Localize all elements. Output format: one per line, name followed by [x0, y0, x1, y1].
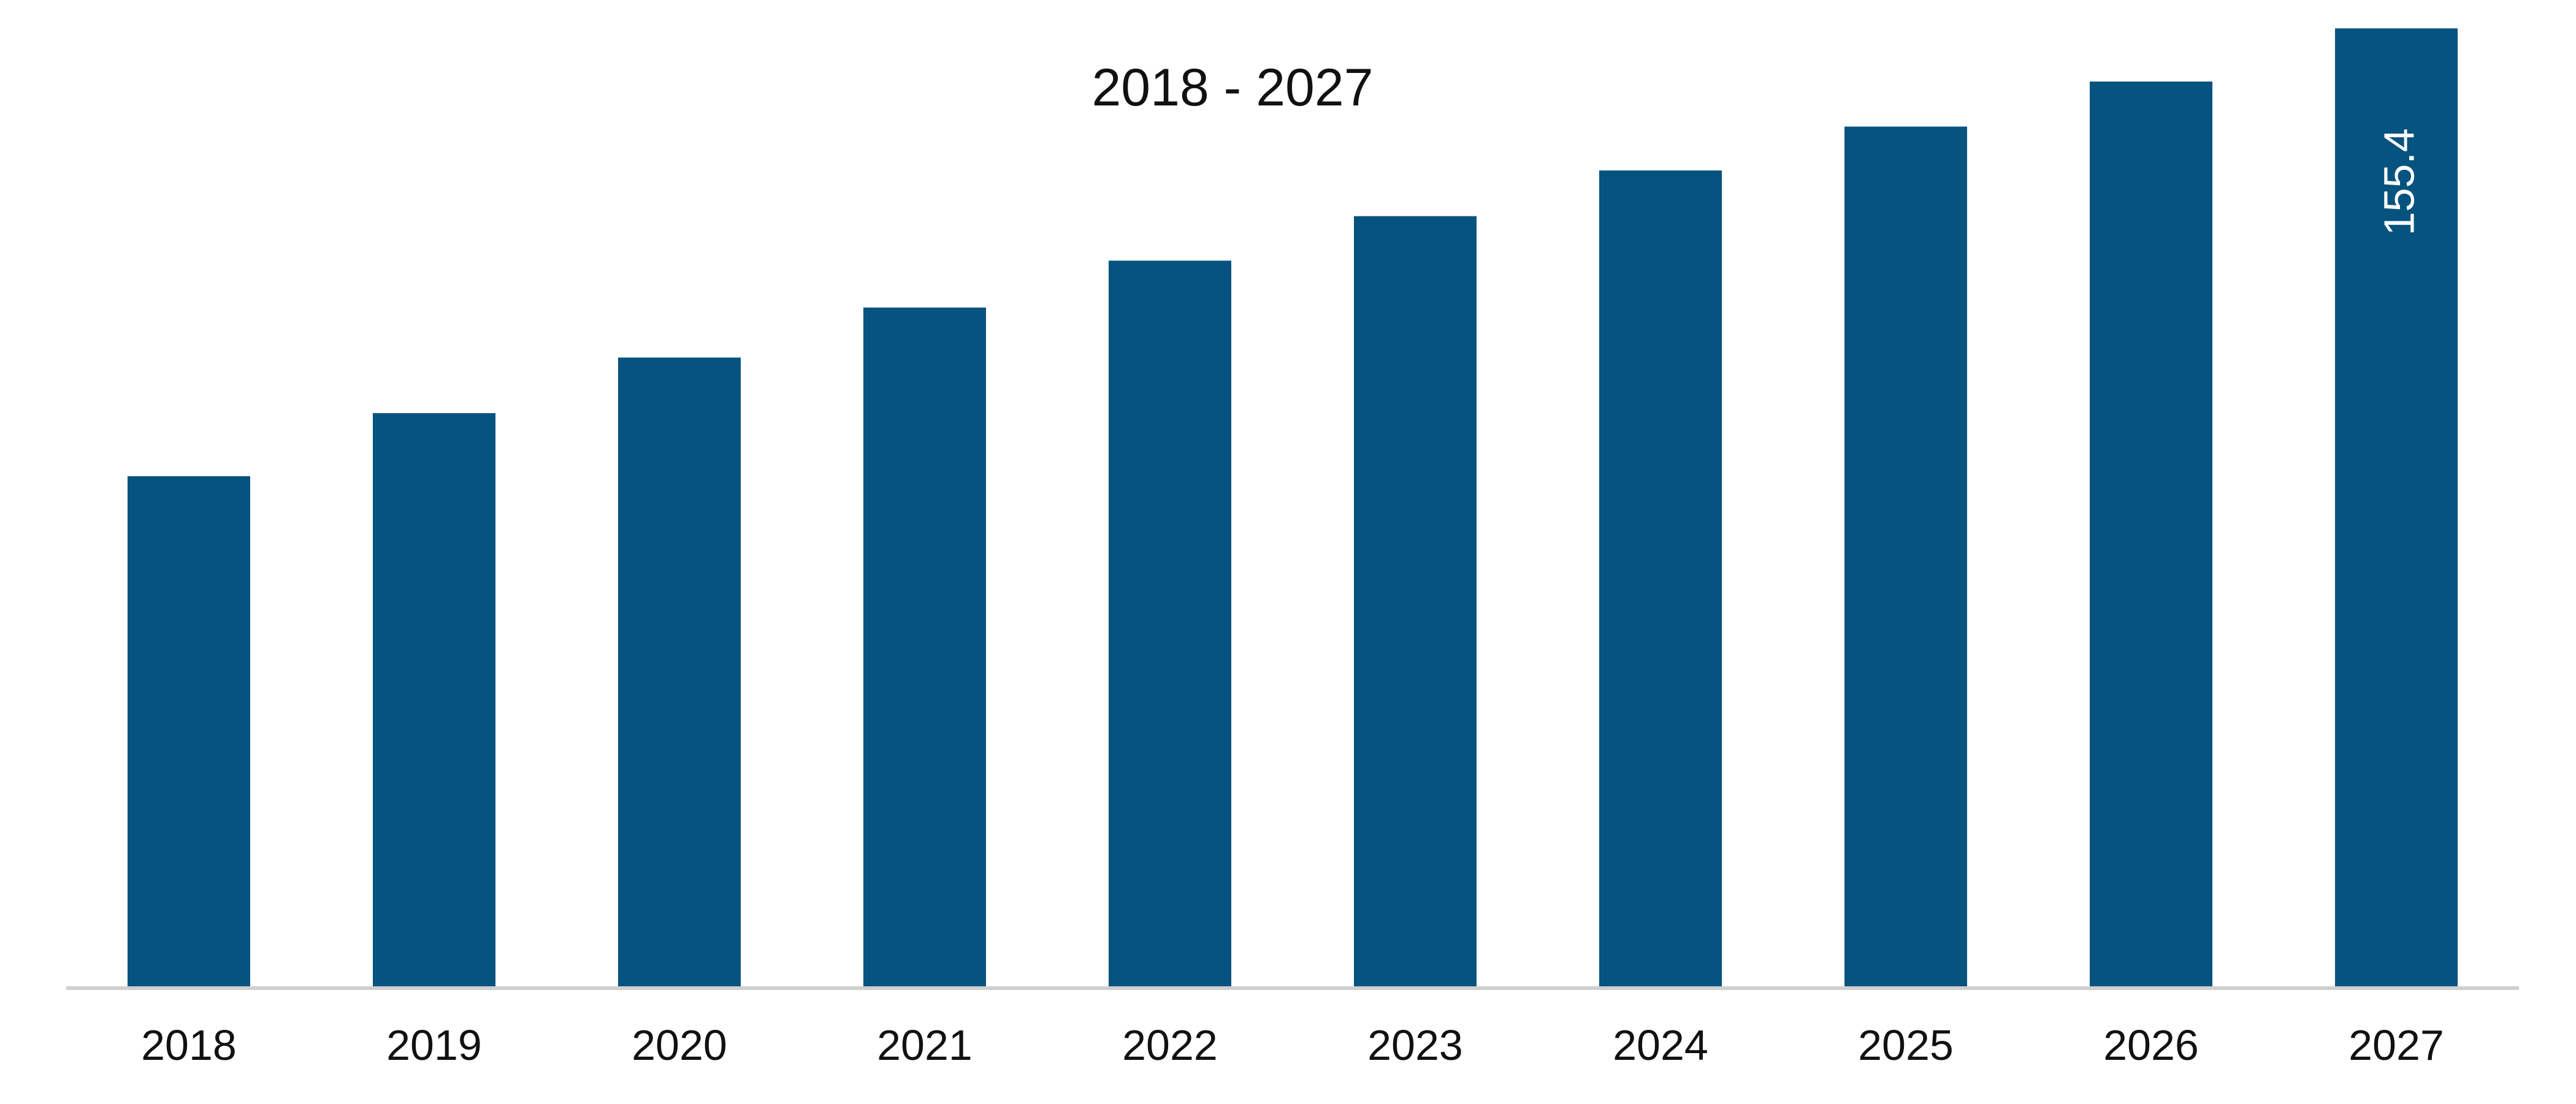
x-tick-label-2024: 2024: [1613, 1021, 1708, 1069]
bar-2027: [2335, 28, 2458, 988]
x-tick-label-2027: 2027: [2349, 1021, 2444, 1069]
bar-2025: [1844, 126, 1967, 988]
x-tick-label-2025: 2025: [1858, 1021, 1954, 1069]
bar-2023: [1354, 216, 1477, 989]
chart-title: 2018 - 2027: [1091, 58, 1373, 117]
bar-2021: [863, 307, 986, 989]
bar-2018: [128, 476, 250, 988]
x-tick-label-2023: 2023: [1367, 1021, 1463, 1069]
x-tick-label-2026: 2026: [2103, 1021, 2199, 1069]
bar-2022: [1109, 261, 1231, 989]
bar-2020: [618, 357, 741, 988]
data-labels: 155.4: [2375, 128, 2423, 235]
x-axis-tick-labels: 2018 2019 2020 2021 2022 2023 2024 2025 2026 2027: [141, 1021, 2444, 1069]
bar-2019: [373, 413, 495, 988]
bars-layer: [128, 28, 2458, 989]
x-tick-label-2022: 2022: [1122, 1021, 1218, 1069]
x-tick-label-2020: 2020: [632, 1021, 727, 1069]
x-tick-label-2021: 2021: [877, 1021, 973, 1069]
x-tick-label-2019: 2019: [386, 1021, 482, 1069]
data-label-2027: 155.4: [2375, 128, 2423, 235]
bar-2026: [2090, 82, 2212, 988]
bar-2024: [1599, 170, 1722, 989]
x-tick-label-2018: 2018: [141, 1021, 237, 1069]
